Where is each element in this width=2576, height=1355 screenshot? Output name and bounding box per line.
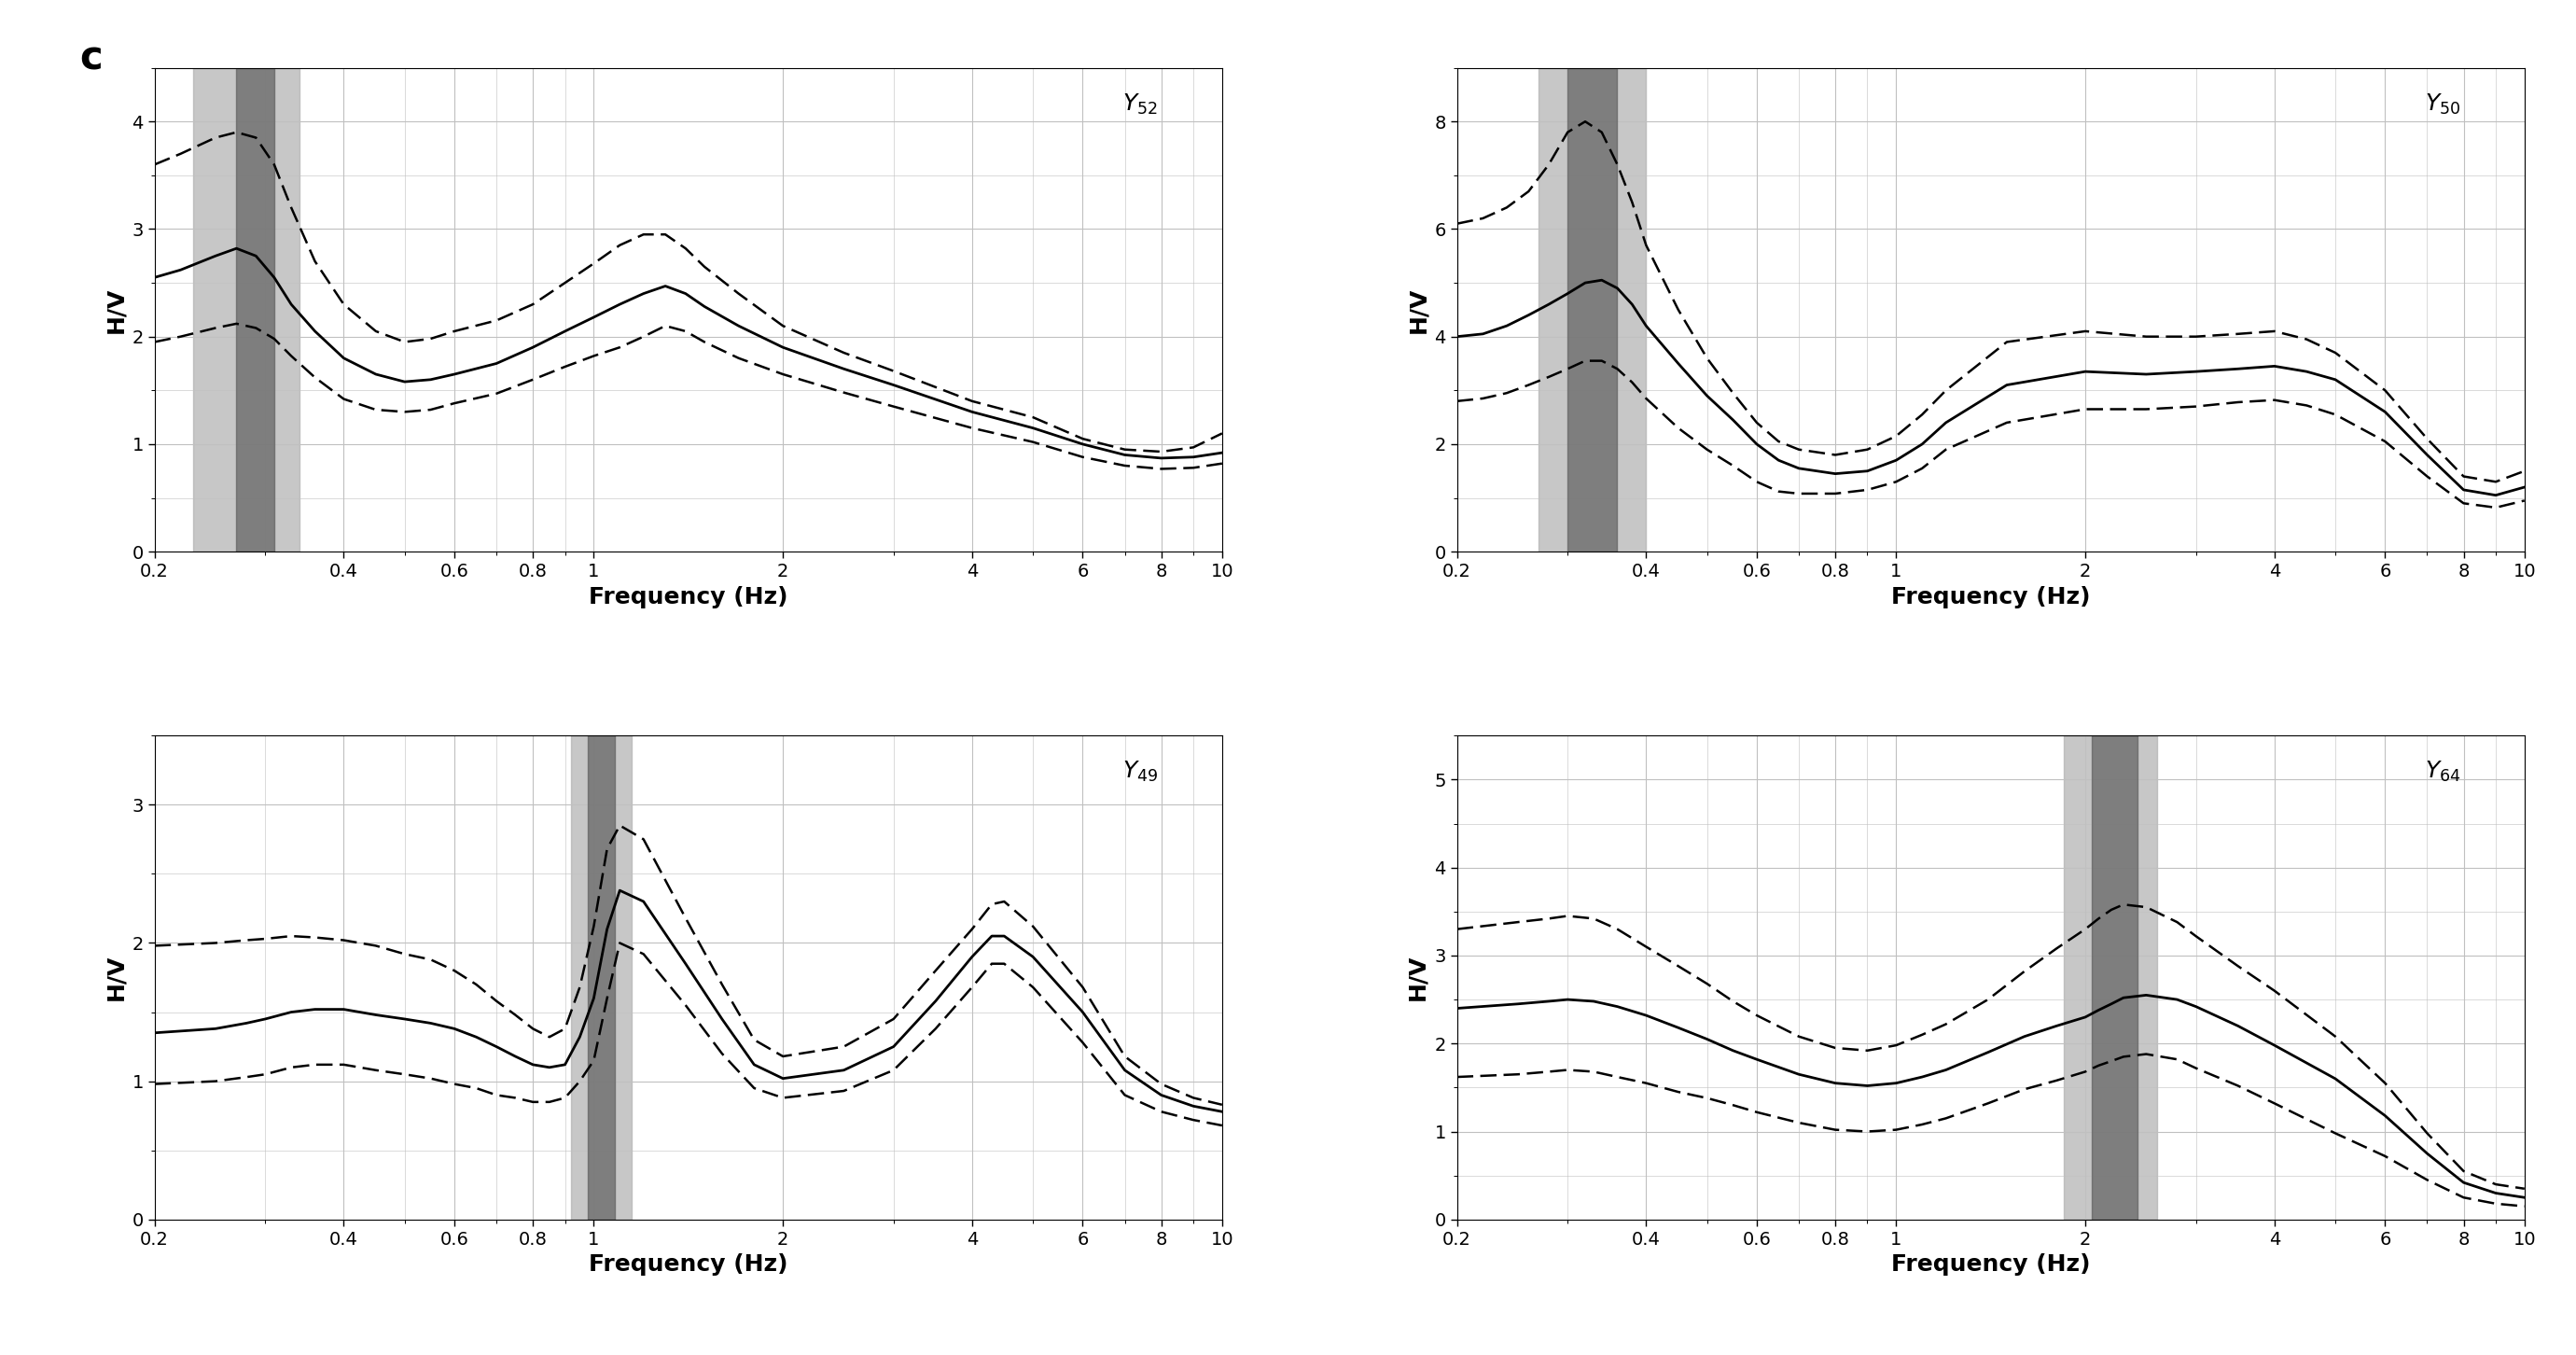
- Text: $Y_{{52}}$: $Y_{{52}}$: [1123, 92, 1159, 117]
- Text: $Y_{{50}}$: $Y_{{50}}$: [2424, 92, 2460, 117]
- Text: $Y_{{49}}$: $Y_{{49}}$: [1123, 760, 1159, 785]
- Bar: [237, 68, 273, 551]
- X-axis label: Frequency (Hz): Frequency (Hz): [590, 1253, 788, 1276]
- Y-axis label: H/V: H/V: [106, 287, 126, 333]
- Bar: [587, 736, 616, 1220]
- X-axis label: Frequency (Hz): Frequency (Hz): [1891, 1253, 2089, 1276]
- Bar: [572, 736, 631, 1220]
- X-axis label: Frequency (Hz): Frequency (Hz): [590, 585, 788, 608]
- Bar: [2092, 736, 2138, 1220]
- Text: $Y_{{64}}$: $Y_{{64}}$: [2424, 760, 2460, 785]
- Y-axis label: H/V: H/V: [1406, 287, 1430, 333]
- X-axis label: Frequency (Hz): Frequency (Hz): [1891, 585, 2089, 608]
- Bar: [2063, 736, 2156, 1220]
- Bar: [1538, 68, 1646, 551]
- Bar: [193, 68, 299, 551]
- Y-axis label: H/V: H/V: [1406, 954, 1430, 1000]
- Y-axis label: H/V: H/V: [106, 954, 126, 1000]
- Bar: [1569, 68, 1618, 551]
- Text: c: c: [80, 39, 103, 77]
